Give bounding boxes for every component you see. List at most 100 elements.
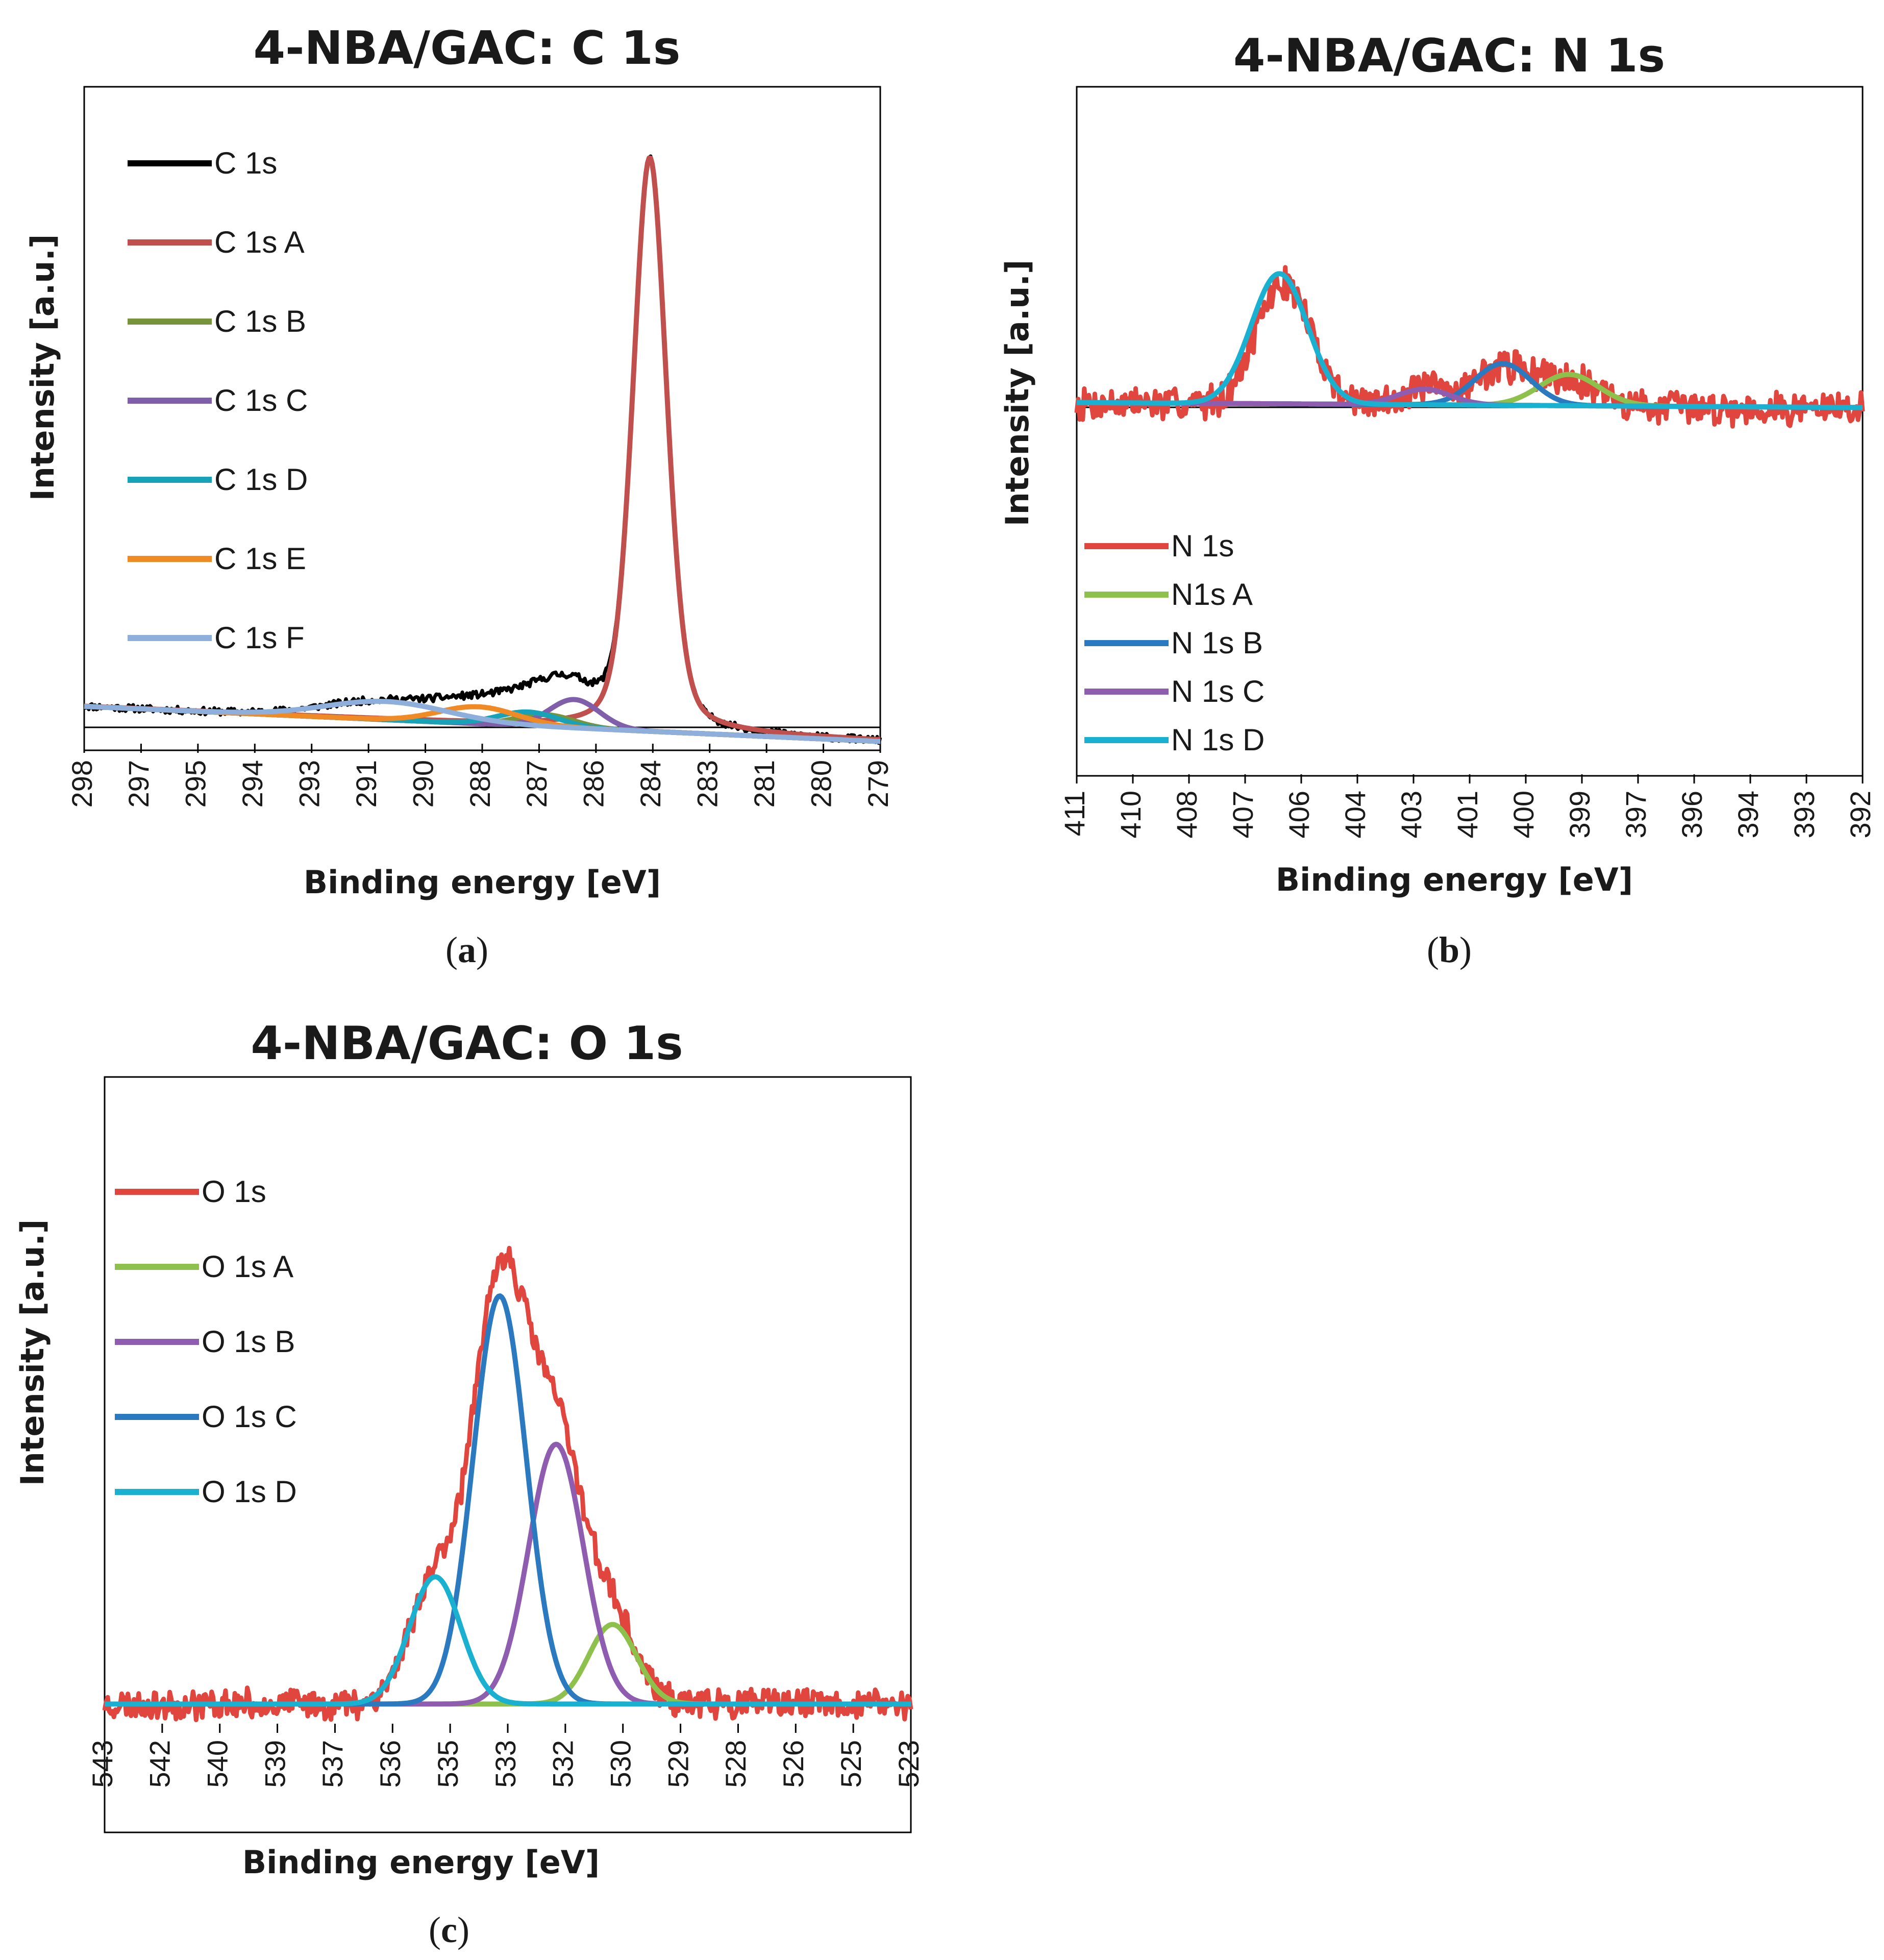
legend-label: O 1s A [202,1250,293,1284]
y-axis-title: Intensity [a.u.] [14,1219,51,1486]
plot-area [1076,86,1864,777]
panel-label-open: ( [1427,929,1439,970]
x-tick-label: 528 [720,1740,752,1787]
legend-label: O 1s D [202,1475,297,1509]
x-tick-label: 281 [748,760,780,807]
chart-c1s: 4-NBA/GAC: C 1s Intensity [a.u.] Binding… [24,21,894,970]
x-tick-label: 286 [578,760,610,807]
x-tick-label: 540 [202,1740,234,1787]
x-tick-label: 406 [1283,791,1315,838]
plot-area [83,86,881,751]
x-tick-label: 400 [1507,791,1540,838]
x-tick-label: 537 [316,1740,349,1787]
panel-label-letter: a [458,929,476,970]
x-tick-label: 410 [1114,791,1147,838]
legend-label: N 1s C [1171,674,1265,708]
x-tick-label: 523 [893,1740,925,1787]
legend-label: C 1s B [214,304,306,338]
panel-label-b: (b) [1427,929,1472,970]
legend-label: N 1s [1171,529,1234,563]
series-group [102,1245,913,1723]
chart-title: 4-NBA/GAC: N 1s [1233,29,1665,83]
panel-label-open: ( [429,1909,441,1950]
x-tick-label: 295 [180,760,212,807]
x-tick-label: 529 [662,1740,694,1787]
x-tick-label: 403 [1395,791,1427,838]
x-tick-label: 294 [236,760,268,807]
legend: C 1s C 1s A C 1s B C 1s C C 1s D C 1s E C 1s F [128,146,308,655]
x-tick-label: 284 [634,760,666,807]
legend-label: C 1s E [214,542,306,576]
x-tick-label: 396 [1676,791,1708,838]
panel-label-close: ) [457,1909,469,1950]
legend-label: C 1s D [214,462,308,497]
legend-label: N1s A [1171,577,1253,611]
x-tick-label: 287 [520,760,553,807]
x-tick-label: 283 [691,760,724,807]
chart-o1s: 4-NBA/GAC: O 1s Intensity [a.u.] Binding… [14,1017,925,1950]
series-line-n-1s [1074,265,1865,429]
legend-label: N 1s B [1171,626,1263,660]
series-line-c-1s-f [83,699,881,744]
x-tick-label: 288 [464,760,496,807]
x-axis-ticks: 411 410 408 407 406 404 403 401 400 399 397 396 394 3… [1058,406,1876,838]
x-tick-label: 290 [407,760,439,807]
x-axis-title: Binding energy [eV] [242,1844,600,1881]
x-tick-label: 393 [1788,791,1820,838]
x-tick-label: 392 [1844,791,1876,838]
legend-label: O 1s C [202,1400,297,1434]
x-tick-label: 394 [1732,791,1764,838]
x-axis-title: Binding energy [eV] [1276,861,1633,898]
x-axis-title: Binding energy [eV] [304,864,661,901]
legend: N 1s N1s A N 1s B N 1s C N 1s D [1084,529,1265,757]
panel-label-close: ) [1459,929,1472,970]
series-line-n-1s-d [1076,271,1864,410]
x-tick-label: 539 [259,1740,291,1787]
x-tick-label: 298 [66,760,98,807]
x-tick-label: 536 [374,1740,406,1787]
x-tick-label: 397 [1620,791,1652,838]
x-tick-label: 408 [1171,791,1203,838]
series-line-o-1s-d [104,1574,912,1707]
x-tick-label: 525 [835,1740,867,1787]
series-group [1074,265,1865,429]
x-tick-label: 411 [1058,791,1090,836]
panel-label-close: ) [476,929,488,970]
panel-label-a: (a) [445,929,488,970]
chart-title: 4-NBA/GAC: C 1s [254,21,681,75]
chart-n1s: 4-NBA/GAC: N 1s Intensity [a.u.] Binding… [999,29,1876,970]
legend-label: O 1s [202,1174,266,1209]
x-tick-label: 399 [1564,791,1596,838]
legend-label: C 1s [214,146,277,180]
x-axis-ticks: 543 542 540 539 537 536 535 533 532 530 529 528 526 5… [86,1703,925,1787]
plot-area [104,1076,912,1833]
x-tick-label: 407 [1227,791,1259,838]
x-tick-label: 543 [86,1740,118,1787]
x-tick-label: 401 [1451,791,1483,838]
legend-label: C 1s A [214,225,305,259]
panel-label-c: (c) [429,1909,469,1950]
chart-title: 4-NBA/GAC: O 1s [251,1017,683,1070]
x-axis-ticks: 298 297 295 294 293 291 290 288 287 286 284 283 281 2… [66,726,894,807]
series-group [83,154,882,745]
legend-label: C 1s C [214,383,308,418]
x-tick-label: 542 [144,1740,176,1787]
panel-label-letter: b [1439,929,1459,970]
legend-label: N 1s D [1171,723,1265,757]
panel-label-letter: c [441,1909,457,1950]
x-tick-label: 404 [1339,791,1371,838]
x-tick-label: 526 [777,1740,809,1787]
panel-label-open: ( [445,929,458,970]
y-axis-title: Intensity [a.u.] [999,260,1036,527]
x-tick-label: 280 [805,760,837,807]
legend-label: O 1s B [202,1325,295,1359]
x-tick-label: 530 [605,1740,637,1787]
x-tick-label: 291 [350,760,382,807]
x-tick-label: 532 [547,1740,579,1787]
legend-label: C 1s F [214,621,305,655]
x-tick-label: 535 [432,1740,464,1787]
x-tick-label: 279 [862,760,894,807]
y-axis-title: Intensity [a.u.] [24,234,61,501]
x-tick-label: 293 [293,760,326,807]
